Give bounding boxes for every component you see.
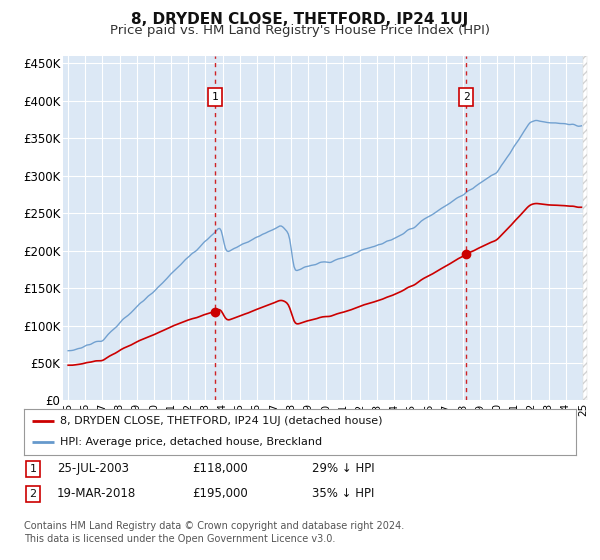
Text: £195,000: £195,000	[192, 487, 248, 501]
Text: £118,000: £118,000	[192, 462, 248, 475]
Text: 2: 2	[463, 92, 470, 102]
Text: 8, DRYDEN CLOSE, THETFORD, IP24 1UJ: 8, DRYDEN CLOSE, THETFORD, IP24 1UJ	[131, 12, 469, 27]
Text: Contains HM Land Registry data © Crown copyright and database right 2024.
This d: Contains HM Land Registry data © Crown c…	[24, 521, 404, 544]
Text: 2: 2	[29, 489, 37, 499]
Text: Price paid vs. HM Land Registry's House Price Index (HPI): Price paid vs. HM Land Registry's House …	[110, 24, 490, 37]
Text: 25-JUL-2003: 25-JUL-2003	[57, 462, 129, 475]
Text: 1: 1	[29, 464, 37, 474]
Text: 29% ↓ HPI: 29% ↓ HPI	[312, 462, 374, 475]
Bar	[583, 56, 587, 400]
Bar	[583, 56, 587, 400]
Text: 1: 1	[211, 92, 218, 102]
Text: 19-MAR-2018: 19-MAR-2018	[57, 487, 136, 501]
Text: HPI: Average price, detached house, Breckland: HPI: Average price, detached house, Brec…	[60, 437, 322, 447]
Text: 35% ↓ HPI: 35% ↓ HPI	[312, 487, 374, 501]
Text: 8, DRYDEN CLOSE, THETFORD, IP24 1UJ (detached house): 8, DRYDEN CLOSE, THETFORD, IP24 1UJ (det…	[60, 416, 382, 426]
